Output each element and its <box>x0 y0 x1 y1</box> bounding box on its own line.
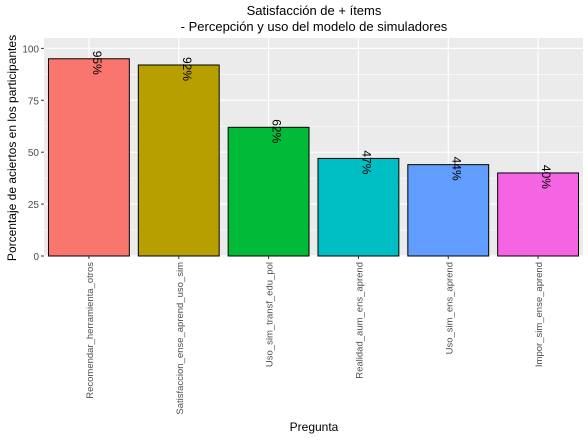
x-tick-label: Realidad_aum_ens_aprend <box>354 262 365 379</box>
y-axis-label: Porcentaje de aciertos en los participan… <box>5 35 19 261</box>
x-tick-label: Recomendar_herramienta_otros <box>85 262 96 399</box>
x-tick-label: Uso_sim_transf_edu_pol <box>265 262 276 367</box>
chart-title-line-2: - Percepción y uso del modelo de simulad… <box>181 19 448 34</box>
data-label: 95% <box>90 51 104 75</box>
bar <box>317 157 400 257</box>
data-label: 62% <box>270 119 284 143</box>
bar <box>137 64 220 257</box>
data-label: 92% <box>180 57 194 81</box>
y-tick-label: 100 <box>22 44 39 55</box>
bar <box>227 126 310 257</box>
y-tick-label: 75 <box>28 96 40 107</box>
y-tick-label: 25 <box>28 200 40 211</box>
y-tick-label: 50 <box>28 148 40 159</box>
bar <box>407 164 490 257</box>
data-label: 47% <box>359 150 373 174</box>
chart-title-line-1: Satisfacción de + ítems <box>247 3 382 18</box>
bar <box>47 58 130 257</box>
data-label: 44% <box>449 157 463 181</box>
y-tick-label: 0 <box>33 252 39 263</box>
bar <box>497 172 580 257</box>
x-axis-label: Pregunta <box>290 420 339 434</box>
x-tick-label: Uso_sim_ens_aprend <box>444 262 455 354</box>
x-tick-label: Impor_sim_ense_aprend <box>534 262 545 367</box>
x-tick-label: Satisfaccion_ense_aprend_uso_sim <box>175 262 186 415</box>
data-label: 40% <box>539 165 553 189</box>
